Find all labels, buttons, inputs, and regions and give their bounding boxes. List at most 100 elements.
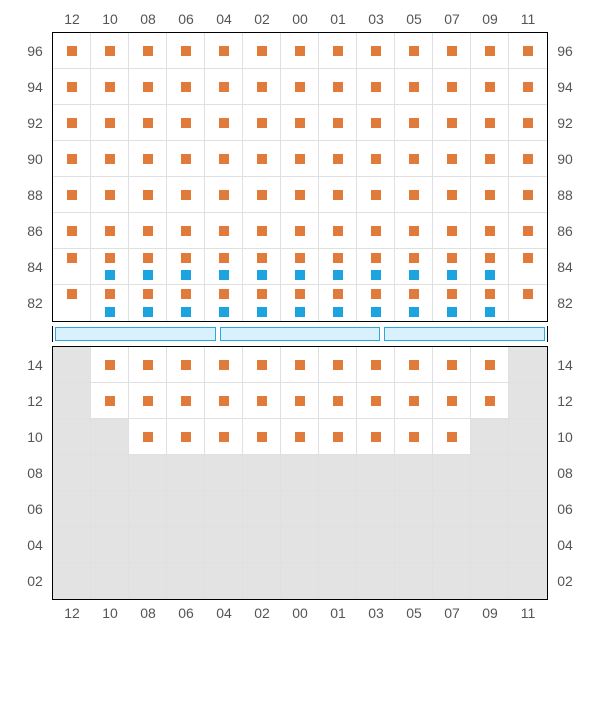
marker-orange[interactable] [295, 190, 305, 200]
grid-cell[interactable] [167, 33, 205, 69]
grid-cell[interactable] [471, 177, 509, 213]
marker-orange[interactable] [371, 396, 381, 406]
marker-orange[interactable] [105, 82, 115, 92]
grid-cell[interactable] [281, 285, 319, 321]
marker-orange[interactable] [447, 46, 457, 56]
marker-orange[interactable] [485, 226, 495, 236]
grid-cell[interactable] [53, 177, 91, 213]
grid-cell[interactable] [91, 383, 129, 419]
grid-cell[interactable] [167, 285, 205, 321]
marker-orange[interactable] [295, 432, 305, 442]
grid-cell[interactable] [205, 213, 243, 249]
grid-cell[interactable] [129, 33, 167, 69]
grid-cell[interactable] [509, 419, 547, 455]
marker-orange[interactable] [219, 253, 229, 263]
grid-cell[interactable] [357, 69, 395, 105]
marker-orange[interactable] [371, 253, 381, 263]
grid-cell[interactable] [53, 141, 91, 177]
marker-orange[interactable] [143, 82, 153, 92]
marker-orange[interactable] [371, 190, 381, 200]
grid-cell[interactable] [471, 33, 509, 69]
marker-orange[interactable] [409, 432, 419, 442]
grid-cell[interactable] [509, 563, 547, 599]
grid-cell[interactable] [91, 177, 129, 213]
marker-orange[interactable] [257, 118, 267, 128]
grid-cell[interactable] [357, 491, 395, 527]
marker-orange[interactable] [485, 46, 495, 56]
marker-orange[interactable] [485, 360, 495, 370]
grid-cell[interactable] [471, 249, 509, 285]
marker-orange[interactable] [143, 289, 153, 299]
grid-cell[interactable] [319, 347, 357, 383]
marker-orange[interactable] [257, 432, 267, 442]
marker-orange[interactable] [181, 226, 191, 236]
grid-cell[interactable] [509, 455, 547, 491]
grid-cell[interactable] [509, 177, 547, 213]
grid-cell[interactable] [129, 105, 167, 141]
grid-cell[interactable] [281, 141, 319, 177]
grid-cell[interactable] [167, 563, 205, 599]
grid-cell[interactable] [243, 285, 281, 321]
grid-cell[interactable] [53, 527, 91, 563]
grid-cell[interactable] [129, 527, 167, 563]
grid-cell[interactable] [91, 69, 129, 105]
marker-blue[interactable] [295, 270, 305, 280]
grid-cell[interactable] [243, 69, 281, 105]
grid-cell[interactable] [167, 249, 205, 285]
marker-orange[interactable] [105, 118, 115, 128]
marker-orange[interactable] [523, 46, 533, 56]
grid-cell[interactable] [53, 69, 91, 105]
marker-orange[interactable] [219, 118, 229, 128]
marker-orange[interactable] [181, 190, 191, 200]
grid-cell[interactable] [471, 527, 509, 563]
marker-orange[interactable] [333, 118, 343, 128]
marker-orange[interactable] [485, 253, 495, 263]
marker-orange[interactable] [409, 190, 419, 200]
marker-orange[interactable] [409, 82, 419, 92]
marker-blue[interactable] [371, 270, 381, 280]
marker-orange[interactable] [143, 253, 153, 263]
marker-orange[interactable] [105, 253, 115, 263]
marker-orange[interactable] [105, 190, 115, 200]
grid-cell[interactable] [91, 563, 129, 599]
marker-orange[interactable] [523, 253, 533, 263]
grid-cell[interactable] [433, 491, 471, 527]
grid-cell[interactable] [395, 33, 433, 69]
grid-cell[interactable] [471, 419, 509, 455]
grid-cell[interactable] [471, 285, 509, 321]
grid-cell[interactable] [319, 563, 357, 599]
grid-cell[interactable] [281, 69, 319, 105]
grid-cell[interactable] [433, 383, 471, 419]
marker-orange[interactable] [181, 118, 191, 128]
grid-cell[interactable] [243, 527, 281, 563]
marker-blue[interactable] [105, 307, 115, 317]
marker-blue[interactable] [219, 270, 229, 280]
marker-orange[interactable] [219, 46, 229, 56]
grid-cell[interactable] [319, 33, 357, 69]
grid-cell[interactable] [319, 419, 357, 455]
marker-orange[interactable] [257, 396, 267, 406]
grid-cell[interactable] [433, 69, 471, 105]
grid-cell[interactable] [395, 419, 433, 455]
grid-cell[interactable] [243, 177, 281, 213]
grid-cell[interactable] [433, 455, 471, 491]
marker-orange[interactable] [409, 226, 419, 236]
grid-cell[interactable] [433, 213, 471, 249]
marker-orange[interactable] [257, 226, 267, 236]
marker-orange[interactable] [143, 226, 153, 236]
marker-orange[interactable] [523, 226, 533, 236]
marker-orange[interactable] [67, 253, 77, 263]
grid-cell[interactable] [395, 141, 433, 177]
grid-cell[interactable] [319, 213, 357, 249]
grid-cell[interactable] [395, 213, 433, 249]
marker-orange[interactable] [143, 432, 153, 442]
grid-cell[interactable] [53, 285, 91, 321]
grid-cell[interactable] [319, 383, 357, 419]
grid-cell[interactable] [433, 527, 471, 563]
grid-cell[interactable] [91, 33, 129, 69]
grid-cell[interactable] [509, 33, 547, 69]
marker-orange[interactable] [67, 118, 77, 128]
grid-cell[interactable] [243, 419, 281, 455]
grid-cell[interactable] [53, 563, 91, 599]
marker-orange[interactable] [295, 226, 305, 236]
